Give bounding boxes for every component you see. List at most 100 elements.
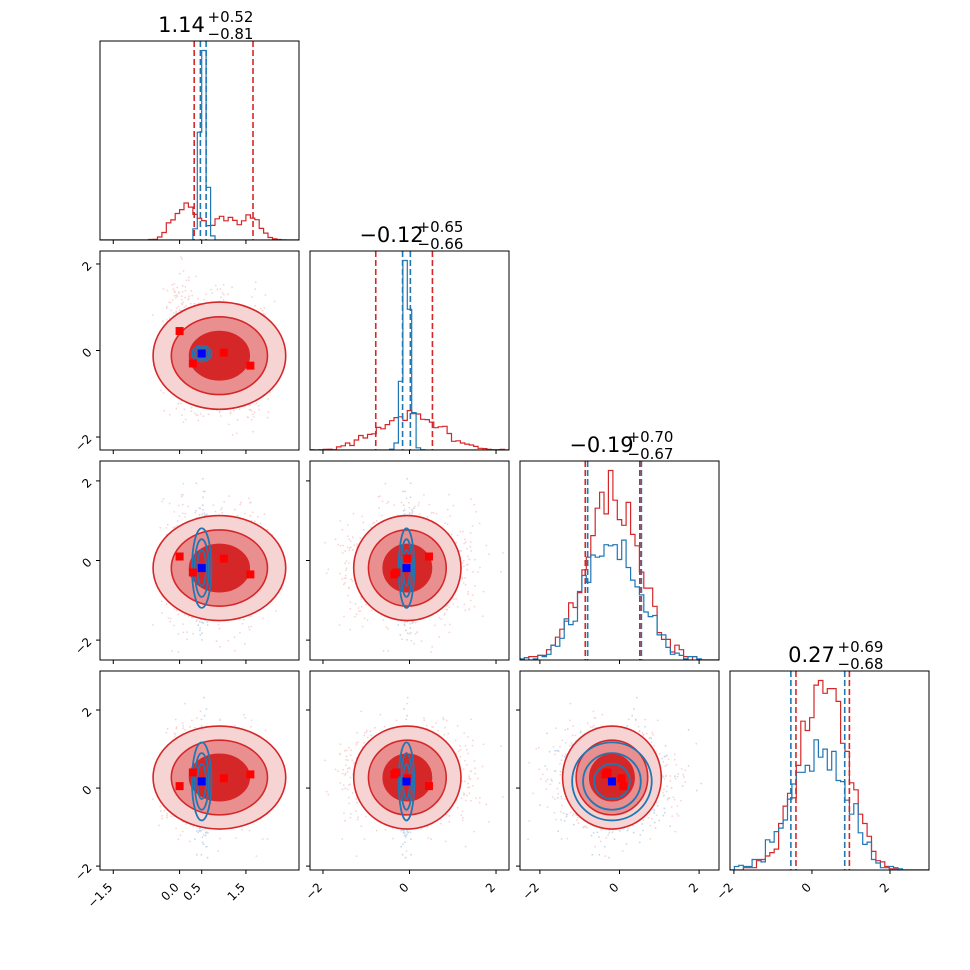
sample-point-red: [250, 410, 253, 412]
sample-point-red: [220, 296, 222, 299]
sample-point-red: [194, 275, 197, 278]
panel-title: −0.12: [359, 223, 423, 247]
sample-point-red: [188, 295, 190, 298]
sample-point-blue: [204, 490, 206, 493]
sample-point-red: [167, 617, 170, 619]
sample-point-red: [500, 570, 502, 573]
sample-point-red: [184, 289, 187, 292]
histogram-red: [310, 410, 509, 450]
sample-point-red: [430, 511, 433, 514]
sample-point-red: [151, 314, 154, 316]
y-tick-label: 2: [79, 259, 94, 274]
sample-point-red: [182, 301, 185, 304]
sample-point-red: [481, 615, 484, 618]
sample-point-red: [267, 398, 269, 400]
sample-point-red: [417, 504, 420, 507]
sample-point-red: [470, 498, 472, 500]
sample-point-red: [468, 608, 470, 610]
sample-point-red: [251, 296, 253, 298]
sample-point-blue: [197, 624, 200, 627]
sample-point-red: [257, 405, 260, 407]
sample-point-red: [233, 409, 235, 412]
sample-point-red: [334, 538, 337, 541]
sample-point-red: [236, 418, 239, 421]
title-minus: −0.66: [418, 235, 464, 253]
sample-point-red: [463, 603, 466, 606]
sample-point-red: [416, 631, 418, 634]
sample-point-red: [349, 607, 352, 610]
sample-point-red: [203, 298, 205, 301]
sample-point-red: [166, 289, 169, 292]
sample-point-red: [235, 432, 238, 435]
truth-marker-red: [424, 552, 433, 561]
sample-point-red: [197, 419, 200, 422]
truth-marker-blue: [197, 564, 206, 573]
sample-point-red: [462, 565, 465, 568]
sample-point-red: [448, 623, 451, 626]
sample-point-red: [468, 558, 470, 561]
sample-point-blue: [201, 513, 203, 516]
truth-marker-red: [403, 554, 412, 563]
sample-point-red: [252, 413, 255, 416]
sample-point-blue: [198, 514, 201, 516]
sample-point-red: [220, 506, 223, 509]
sample-point-red: [343, 615, 345, 618]
sample-point-red: [218, 627, 221, 630]
sample-point-red: [168, 502, 171, 505]
sample-point-red: [248, 501, 251, 504]
sample-point-red: [218, 411, 221, 414]
sample-point-red: [176, 520, 179, 522]
sample-point-red: [459, 530, 462, 533]
sample-point-red: [410, 639, 413, 642]
sample-point-red: [162, 498, 165, 500]
sample-point-red: [382, 649, 385, 652]
sample-point-red: [234, 649, 236, 652]
sample-point-red: [233, 636, 236, 638]
sample-point-blue: [195, 509, 197, 512]
sample-point-red: [184, 613, 186, 616]
sample-point-red: [377, 495, 380, 498]
sample-point-red: [219, 645, 221, 648]
sample-point-red: [354, 602, 357, 605]
sample-point-red: [344, 574, 347, 577]
sample-point-red: [414, 505, 416, 508]
sample-point-red: [430, 651, 432, 653]
sample-point-red: [448, 606, 451, 608]
sample-point-red: [253, 520, 256, 523]
sample-point-red: [370, 609, 373, 612]
sample-point-red: [418, 513, 421, 515]
sample-point-red: [241, 622, 244, 625]
sample-point-red: [258, 408, 260, 411]
sample-point-red: [196, 414, 199, 416]
sample-point-red: [475, 511, 477, 513]
sample-point-red: [194, 412, 196, 415]
sample-point-red: [178, 272, 181, 275]
sample-point-red: [420, 640, 423, 643]
truth-marker-red: [175, 552, 184, 561]
sample-point-blue: [199, 507, 202, 510]
sample-point-red: [172, 312, 175, 314]
histogram-red: [100, 202, 299, 240]
sample-point-red: [448, 631, 451, 634]
sample-point-red: [175, 609, 178, 612]
sample-point-blue: [202, 508, 204, 511]
sample-point-blue: [202, 490, 205, 493]
sample-point-red: [462, 582, 465, 584]
sample-point-red: [470, 541, 472, 543]
sample-point-red: [346, 546, 349, 549]
sample-point-red: [411, 510, 414, 513]
sample-point-red: [443, 614, 446, 616]
sample-point-blue: [199, 627, 202, 629]
sample-point-blue: [201, 621, 204, 623]
sample-point-red: [344, 577, 346, 580]
sample-point-red: [342, 544, 344, 547]
y-tick-label: −2: [72, 432, 94, 454]
sample-point-blue: [199, 633, 202, 636]
sample-point-red: [482, 590, 485, 593]
sample-point-red: [450, 533, 453, 536]
sample-point-red: [221, 292, 224, 294]
sample-point-red: [356, 543, 358, 546]
y-tick-label: 0: [79, 345, 94, 360]
sample-point-red: [191, 294, 194, 297]
